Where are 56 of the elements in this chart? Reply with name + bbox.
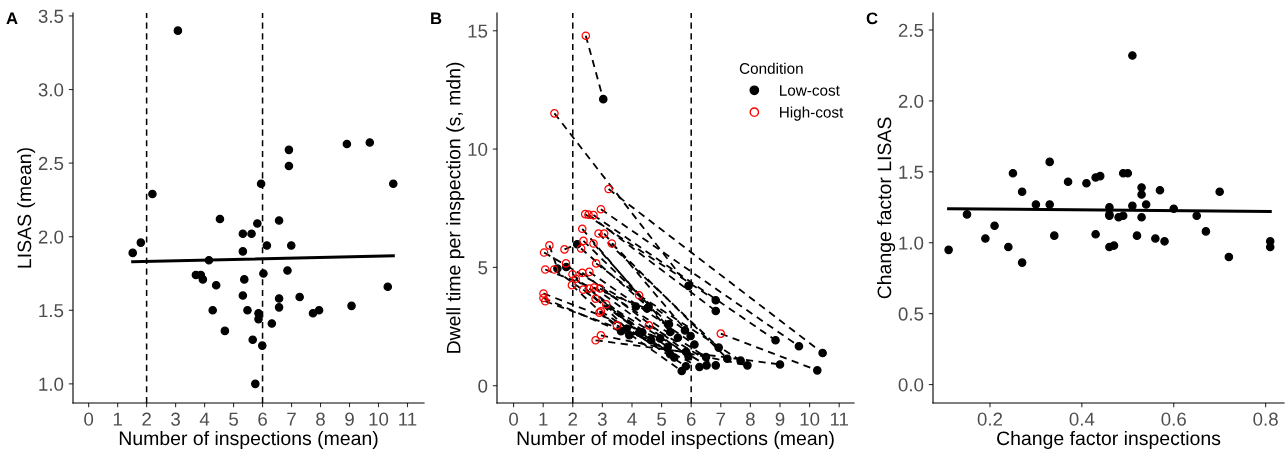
chart-title: C	[866, 12, 878, 25]
x-tick-label: 3	[171, 412, 180, 426]
x-axis-title: Number of model inspections (mean)	[517, 430, 834, 450]
y-axis-title: Change factor LISAS	[877, 117, 896, 299]
x-tick-label: 1	[539, 412, 548, 426]
x-tick-label: 10	[800, 412, 820, 426]
y-tick-label: 1.0	[39, 377, 64, 391]
x-tick-label: 10	[369, 412, 389, 426]
x-tick-label: 0.8	[1253, 412, 1278, 426]
x-tick-label: 5	[229, 412, 238, 426]
x-tick-label: 9	[345, 412, 354, 426]
x-tick-label: 1	[113, 412, 122, 426]
y-tick-label: 2.5	[898, 23, 924, 37]
y-axis-title: LISAS (mean)	[17, 148, 36, 268]
legend-label: High-cost	[780, 106, 844, 121]
y-tick-label: 0	[478, 379, 488, 393]
y-tick-label: 3.0	[38, 83, 64, 97]
x-tick-label: 7	[716, 412, 726, 426]
x-tick-label: 11	[830, 412, 849, 426]
chart-title: A	[6, 12, 18, 25]
y-tick-label: 1.0	[899, 236, 924, 250]
y-tick-label: 0.5	[898, 307, 924, 321]
y-tick-label: 1.5	[899, 165, 924, 179]
y-tick-label: 2.0	[38, 230, 64, 244]
x-tick-label: 2	[568, 412, 578, 426]
x-tick-label: 4	[199, 412, 210, 426]
x-tick-label: 6	[686, 412, 696, 426]
x-tick-label: 0	[84, 412, 94, 426]
x-tick-label: 3	[597, 412, 607, 426]
x-tick-label: 9	[775, 412, 785, 426]
legend-label: Low-cost	[780, 85, 840, 96]
x-tick-label: 2	[142, 412, 151, 426]
x-tick-label: 6	[258, 412, 267, 426]
x-axis-title: Change factor inspections	[997, 430, 1221, 450]
x-tick-label: 8	[745, 412, 755, 426]
y-axis-title: Dwell time per inspection (s, mdn)	[446, 62, 465, 353]
legend-title: Condition	[739, 62, 803, 74]
x-tick-label: 11	[399, 412, 417, 426]
x-tick-label: 4	[627, 412, 637, 426]
x-axis-title: Number of inspections (mean)	[119, 430, 378, 450]
y-tick-label: 1.5	[39, 304, 64, 318]
x-tick-label: 0.2	[977, 412, 1003, 426]
x-tick-label: 0.6	[1161, 412, 1186, 426]
x-tick-label: 0.4	[1069, 412, 1095, 426]
x-tick-label: 8	[316, 412, 325, 426]
chart-title: B	[431, 12, 442, 25]
y-tick-label: 10	[468, 142, 488, 157]
y-tick-label: 2.0	[898, 94, 924, 108]
x-tick-label: 7	[287, 412, 296, 426]
y-tick-label: 15	[468, 24, 488, 38]
x-tick-label: 5	[657, 412, 667, 426]
y-tick-label: 5	[478, 261, 488, 275]
y-tick-label: 2.5	[38, 156, 64, 171]
y-tick-label: 3.5	[38, 9, 64, 23]
y-tick-label: 0.0	[898, 378, 924, 392]
x-tick-label: 0	[509, 412, 519, 426]
